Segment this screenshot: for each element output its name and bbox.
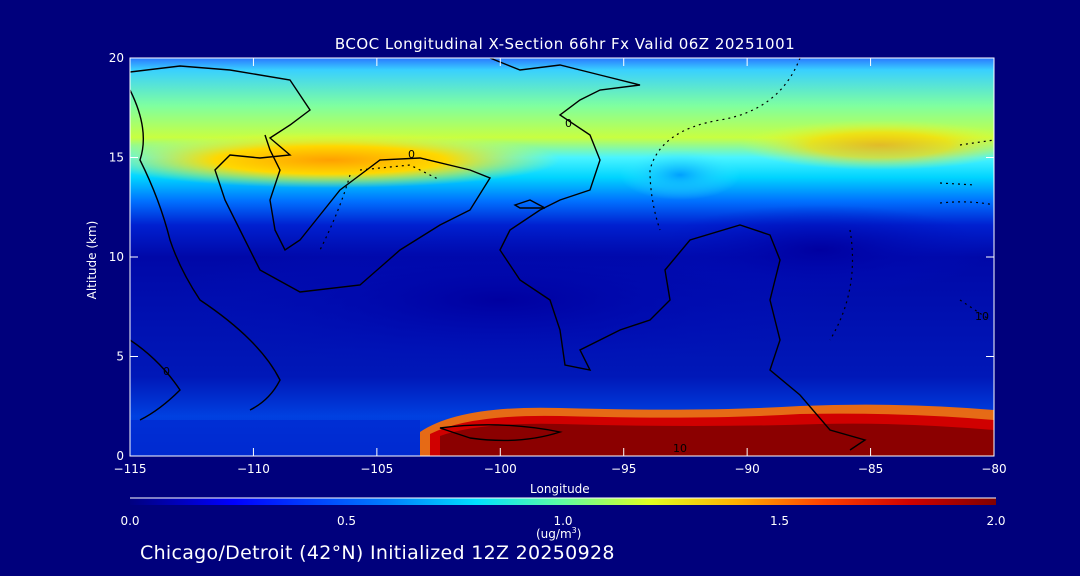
colorbar-unit-sup: 3 bbox=[571, 526, 577, 535]
x-tick-label: −115 bbox=[114, 462, 147, 476]
x-tick-label: −95 bbox=[611, 462, 636, 476]
y-tick-label: 15 bbox=[109, 151, 124, 165]
contour-label: 10 bbox=[975, 310, 989, 323]
x-tick-label: −110 bbox=[237, 462, 270, 476]
contour-label: 0 bbox=[163, 365, 170, 378]
y-axis: 0 5 10 15 20 bbox=[109, 51, 994, 463]
heatmap-field bbox=[130, 58, 994, 456]
x-tick-label: −90 bbox=[734, 462, 759, 476]
x-axis-label: Longitude bbox=[530, 482, 590, 496]
y-tick-label: 5 bbox=[116, 350, 124, 364]
footer-caption: Chicago/Detroit (42°N) Initialized 12Z 2… bbox=[140, 542, 615, 564]
colorbar bbox=[130, 498, 996, 505]
colorbar-unit: (ug/m3) bbox=[536, 524, 581, 541]
contour-label: 10 bbox=[673, 442, 687, 455]
y-tick-label: 0 bbox=[116, 449, 124, 463]
x-axis: −115 −110 −105 −100 −95 −90 −85 −80 bbox=[114, 58, 1007, 476]
colorbar-tick-label: 1.5 bbox=[770, 514, 789, 528]
colorbar-tick-label: 1.0 bbox=[553, 514, 572, 528]
colorbar-tick-label: 0.0 bbox=[120, 514, 139, 528]
colorbar-unit-suffix: ) bbox=[576, 527, 582, 541]
contour-label: 0 bbox=[408, 148, 415, 161]
colorbar-tick-label: 0.5 bbox=[337, 514, 356, 528]
colorbar-unit-prefix: (ug/m bbox=[536, 527, 572, 541]
x-tick-label: −85 bbox=[858, 462, 883, 476]
contour-labels: 0 0 0 10 10 bbox=[163, 117, 989, 455]
colorbar-ticks: 0.0 0.5 1.0 1.5 2.0 bbox=[120, 514, 1005, 528]
x-tick-label: −100 bbox=[484, 462, 517, 476]
chart-title: BCOC Longitudinal X-Section 66hr Fx Vali… bbox=[334, 35, 796, 53]
colorbar-tick-label: 2.0 bbox=[986, 514, 1005, 528]
x-tick-label: −105 bbox=[360, 462, 393, 476]
y-tick-label: 20 bbox=[109, 51, 124, 65]
y-axis-label: Altitude (km) bbox=[85, 220, 99, 300]
x-tick-label: −80 bbox=[981, 462, 1006, 476]
y-tick-label: 10 bbox=[109, 250, 124, 264]
contour-label: 0 bbox=[565, 117, 572, 130]
